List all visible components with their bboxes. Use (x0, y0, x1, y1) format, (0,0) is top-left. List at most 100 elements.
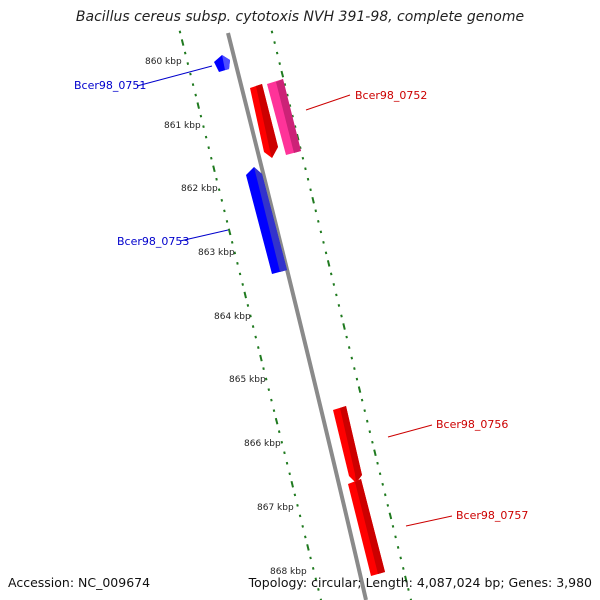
tick-mark-inner-minor (251, 325, 255, 328)
tick-mark-outer-minor (371, 440, 374, 444)
kbp-tick-label: 862 kbp (181, 184, 218, 194)
gene-label-bcer98-0757[interactable]: Bcer98_0757 (456, 509, 528, 522)
kbp-tick-label: 868 kbp (270, 567, 307, 577)
tick-mark-inner-minor (225, 219, 229, 223)
tick-mark-inner-minor (241, 283, 244, 286)
genome-backbone (226, 32, 368, 600)
tick-mark-outer-minor (399, 556, 402, 560)
tick-mark-inner-major (243, 291, 247, 299)
tick-mark-outer-minor (378, 472, 382, 476)
tick-mark-inner-minor (288, 472, 291, 476)
tick-mark-outer-minor (286, 93, 289, 97)
tick-mark-outer-minor (273, 41, 276, 44)
tick-mark-inner-minor (189, 72, 192, 76)
tick-mark-inner-major (227, 228, 232, 236)
tick-mark-outer-minor (332, 283, 336, 286)
tick-mark-inner-major (306, 544, 310, 551)
tick-mark-outer-minor (353, 367, 356, 371)
tick-mark-inner-minor (199, 114, 203, 118)
kbp-tick-label: 867 kbp (257, 503, 294, 513)
tick-mark-inner-minor (264, 377, 268, 381)
tick-mark-outer-minor (350, 356, 354, 360)
tick-mark-outer-minor (366, 419, 369, 423)
tick-mark-outer-major (326, 260, 331, 267)
tick-mark-inner-major (180, 39, 185, 46)
tick-mark-inner-minor (293, 493, 297, 497)
kbp-tick-label: 861 kbp (164, 121, 201, 131)
tick-mark-outer-major (404, 575, 408, 583)
tick-mark-inner-minor (178, 30, 182, 34)
gene-shade-bcer98-0756 (340, 406, 362, 483)
tick-mark-outer-minor (386, 503, 390, 507)
kbp-tick-label: 860 kbp (145, 57, 182, 67)
tick-mark-outer-minor (301, 156, 305, 160)
tick-mark-outer-major (388, 512, 393, 520)
tick-mark-inner-minor (296, 503, 299, 507)
inner-tick-track (270, 30, 413, 600)
leader-line-bcer98-0752 (305, 94, 351, 111)
tick-mark-inner-minor (280, 440, 284, 444)
tick-mark-inner-major (274, 417, 279, 425)
tick-mark-inner-minor (270, 398, 273, 402)
tick-mark-inner-minor (309, 556, 312, 560)
tick-mark-inner-minor (311, 567, 315, 570)
tick-mark-outer-minor (394, 535, 397, 539)
tick-mark-inner-minor (183, 51, 187, 55)
tick-mark-outer-minor (283, 83, 287, 87)
tick-mark-outer-minor (329, 272, 333, 276)
tick-mark-outer-minor (293, 125, 297, 129)
tick-mark-outer-minor (291, 114, 294, 118)
tick-mark-inner-minor (314, 577, 318, 581)
tick-mark-inner-minor (257, 346, 260, 349)
tick-mark-outer-minor (309, 188, 312, 192)
tick-mark-outer-minor (314, 209, 317, 213)
tick-mark-inner-minor (194, 93, 197, 97)
tick-mark-outer-minor (324, 251, 328, 255)
outer-tick-track (178, 30, 323, 600)
tick-mark-inner-major (212, 165, 216, 173)
tick-mark-outer-minor (407, 588, 410, 591)
tick-mark-outer-minor (391, 524, 395, 528)
gene-shade-bcer98-0751 (222, 55, 230, 70)
tick-mark-outer-minor (275, 51, 279, 55)
kbp-tick-label: 864 kbp (214, 312, 251, 322)
tick-mark-outer-minor (402, 567, 405, 570)
kbp-tick-label: 865 kbp (229, 375, 266, 385)
kbp-tick-label: 863 kbp (198, 248, 235, 258)
tick-mark-outer-minor (278, 62, 281, 65)
tick-mark-inner-minor (204, 135, 208, 139)
tick-mark-outer-minor (319, 230, 323, 234)
tick-mark-outer-minor (347, 346, 351, 349)
tick-mark-inner-minor (298, 514, 302, 518)
gene-label-bcer98-0751[interactable]: Bcer98_0751 (74, 79, 146, 92)
tick-mark-inner-minor (304, 535, 307, 539)
tick-mark-inner-minor (277, 430, 281, 434)
tick-mark-inner-minor (238, 272, 242, 276)
leader-line-bcer98-0751 (136, 65, 213, 87)
leader-line-bcer98-0753 (179, 229, 229, 242)
tick-mark-inner-minor (262, 367, 265, 371)
tick-mark-outer-major (342, 323, 346, 330)
tick-mark-outer-minor (337, 304, 341, 307)
gene-label-bcer98-0756[interactable]: Bcer98_0756 (436, 418, 508, 431)
tick-mark-outer-minor (376, 461, 379, 465)
tick-mark-inner-minor (215, 177, 218, 181)
tick-mark-outer-major (311, 196, 315, 204)
tick-mark-outer-major (373, 449, 377, 457)
genome-stats-text: Topology: circular; Length: 4,087,024 bp… (248, 575, 592, 590)
tick-mark-inner-minor (301, 524, 304, 528)
tick-mark-inner-minor (230, 240, 234, 244)
tick-mark-outer-minor (335, 293, 338, 297)
tick-mark-outer-minor (396, 545, 400, 549)
gene-label-bcer98-0753[interactable]: Bcer98_0753 (117, 235, 189, 248)
tick-mark-inner-minor (191, 83, 195, 87)
tick-mark-outer-minor (340, 314, 343, 318)
tick-mark-outer-minor (360, 398, 364, 402)
tick-mark-inner-minor (210, 156, 213, 160)
tick-mark-outer-minor (299, 146, 302, 150)
tick-mark-inner-minor (233, 251, 237, 255)
kbp-tick-label: 866 kbp (244, 439, 281, 449)
gene-label-bcer98-0752[interactable]: Bcer98_0752 (355, 89, 427, 102)
tick-mark-inner-minor (267, 388, 271, 392)
